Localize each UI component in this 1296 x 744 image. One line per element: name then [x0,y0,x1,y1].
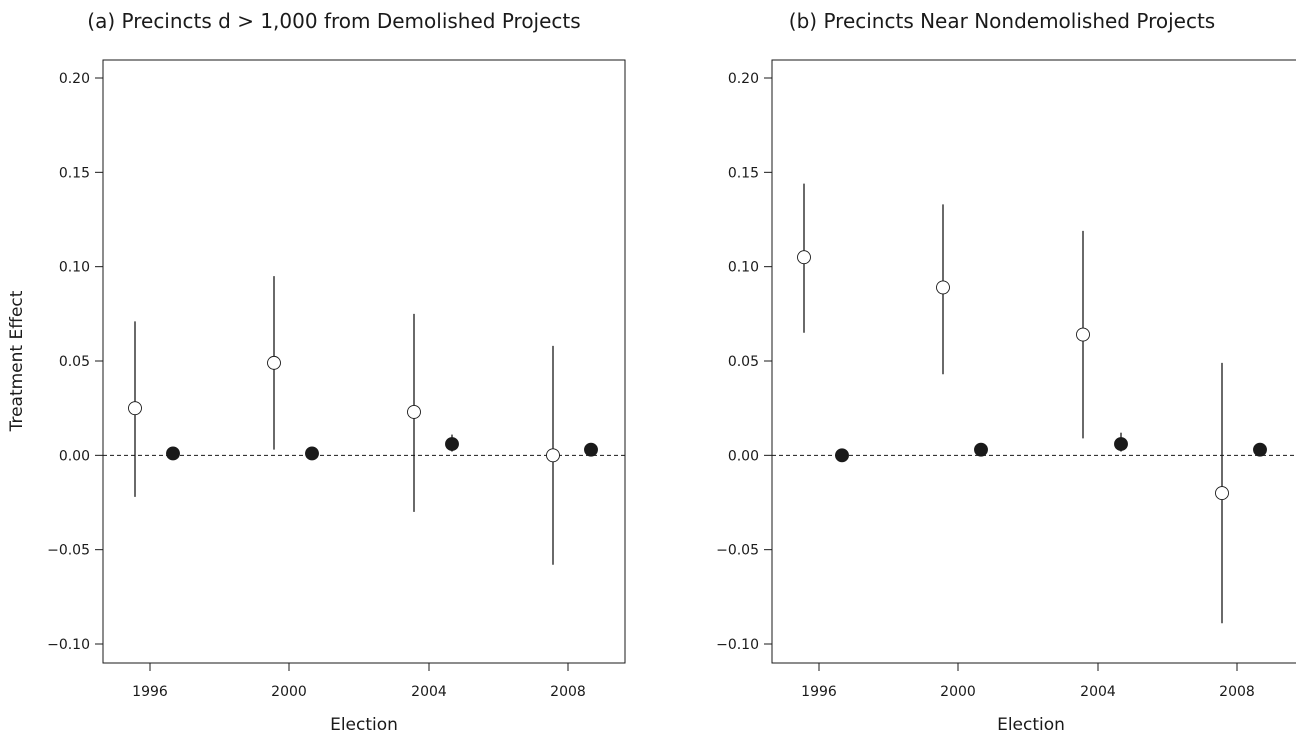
x-tick-label: 2008 [550,684,586,700]
y-tick-label: 0.05 [59,354,90,370]
open-point [546,448,560,463]
open-point [1076,327,1090,342]
plot-frame [102,59,626,664]
y-tick-label: 0.15 [59,165,90,181]
y-tick-label: 0.20 [59,71,90,87]
filled-point [305,446,319,461]
x-tick-label: 2000 [940,684,976,700]
y-tick-label: 0.10 [728,260,759,276]
y-tick-label: 0.10 [59,260,90,276]
y-tick-label: 0.00 [728,448,759,464]
x-tick-label: 2000 [271,684,307,700]
y-tick-label: −0.10 [47,637,90,653]
filled-point [1253,442,1267,457]
x-axis-label: Election [330,715,398,735]
open-point [797,250,811,265]
chart-title: (b) Precincts Near Nondemolished Project… [789,9,1215,33]
open-point [128,401,142,416]
x-tick-label: 2008 [1219,684,1255,700]
y-tick-label: 0.00 [59,448,90,464]
filled-point [1114,437,1128,451]
chart-title: (a) Precincts d > 1,000 from Demolished … [87,9,580,33]
filled-point [445,437,459,451]
y-axis-label: Treatment Effect [7,290,27,432]
x-tick-label: 2004 [1080,684,1116,700]
y-tick-label: 0.05 [728,354,759,370]
x-tick-label: 2004 [411,684,447,700]
filled-point [835,448,849,463]
y-tick-label: −0.05 [716,543,759,559]
open-point [407,404,421,419]
open-point [936,280,950,295]
x-tick-label: 1996 [801,684,837,700]
filled-point [584,442,598,457]
y-tick-label: −0.05 [47,543,90,559]
open-point [1215,486,1229,501]
y-tick-label: 0.20 [728,71,759,87]
y-tick-label: 0.15 [728,165,759,181]
filled-point [974,442,988,457]
filled-point [166,446,180,461]
chart-panel-b: (b) Precincts Near Nondemolished Project… [716,9,1296,735]
y-tick-label: −0.10 [716,637,759,653]
chart-panel-a: (a) Precincts d > 1,000 from Demolished … [7,9,626,735]
x-axis-label: Election [997,715,1065,735]
x-tick-label: 1996 [132,684,168,700]
plot-frame [771,59,1296,664]
open-point [267,355,281,370]
